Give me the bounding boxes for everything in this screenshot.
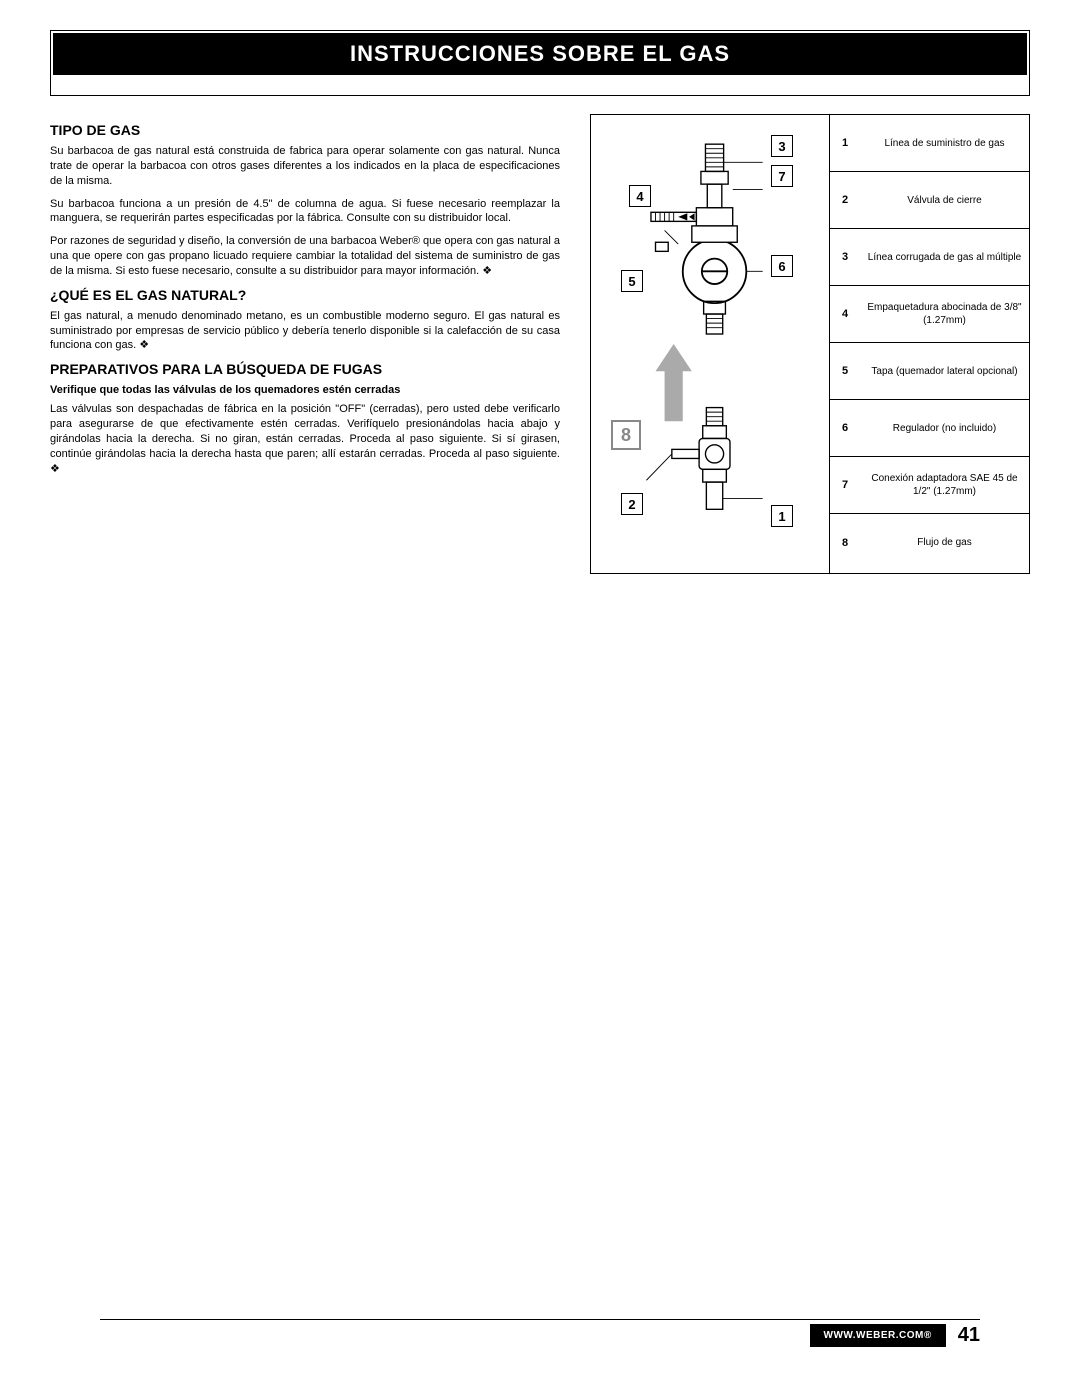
legend-text: Tapa (quemador lateral opcional) (860, 361, 1029, 382)
callout-3: 3 (771, 135, 793, 157)
callout-7: 7 (771, 165, 793, 187)
legend-row: 5Tapa (quemador lateral opcional) (830, 343, 1029, 400)
legend-text: Conexión adaptadora SAE 45 de 1/2" (1.27… (860, 468, 1029, 502)
header-wrap: INSTRUCCIONES SOBRE EL GAS (50, 30, 1030, 96)
paragraph: Las válvulas son despachadas de fábrica … (50, 402, 560, 476)
legend-num: 3 (830, 251, 860, 263)
callout-1: 1 (771, 505, 793, 527)
heading-tipo-de-gas: TIPO DE GAS (50, 122, 560, 138)
legend-text: Válvula de cierre (860, 190, 1029, 211)
paragraph: Por razones de seguridad y diseño, la co… (50, 234, 560, 279)
legend-row: 8Flujo de gas (830, 514, 1029, 571)
legend-num: 5 (830, 365, 860, 377)
legend-num: 1 (830, 137, 860, 149)
legend-text: Línea corrugada de gas al múltiple (860, 247, 1029, 268)
page-number: 41 (958, 1324, 980, 1347)
legend-num: 6 (830, 422, 860, 434)
callout-4: 4 (629, 185, 651, 207)
legend-row: 3Línea corrugada de gas al múltiple (830, 229, 1029, 286)
legend-num: 2 (830, 194, 860, 206)
legend-num: 8 (830, 537, 860, 549)
legend-text: Línea de suministro de gas (860, 133, 1029, 154)
legend-row: 4Empaquetadura abocinada de 3/8" (1.27mm… (830, 286, 1029, 343)
legend-text: Flujo de gas (860, 532, 1029, 553)
paragraph: Su barbacoa de gas natural está construi… (50, 144, 560, 189)
callout-8: 8 (611, 420, 641, 450)
legend-row: 6Regulador (no incluido) (830, 400, 1029, 457)
page-header: INSTRUCCIONES SOBRE EL GAS (53, 33, 1027, 75)
legend-num: 7 (830, 479, 860, 491)
paragraph: Su barbacoa funciona a un presión de 4.5… (50, 197, 560, 227)
legend-num: 4 (830, 308, 860, 320)
left-column: TIPO DE GAS Su barbacoa de gas natural e… (50, 114, 570, 574)
content-area: TIPO DE GAS Su barbacoa de gas natural e… (50, 114, 1030, 574)
callout-5: 5 (621, 270, 643, 292)
diagram-box: 3 7 4 6 5 8 2 1 1Línea de suministro de … (590, 114, 1030, 574)
paragraph: El gas natural, a menudo denominado meta… (50, 309, 560, 354)
footer-url: WWW.WEBER.COM® (810, 1324, 946, 1347)
subheading-verifique: Verifique que todas las válvulas de los … (50, 383, 560, 398)
diagram-area: 3 7 4 6 5 8 2 1 (591, 115, 829, 573)
heading-que-es-gas-natural: ¿QUÉ ES EL GAS NATURAL? (50, 287, 560, 303)
legend-row: 1Línea de suministro de gas (830, 115, 1029, 172)
right-column: 3 7 4 6 5 8 2 1 1Línea de suministro de … (590, 114, 1030, 574)
heading-preparativos: PREPARATIVOS PARA LA BÚSQUEDA DE FUGAS (50, 361, 560, 377)
legend-row: 7Conexión adaptadora SAE 45 de 1/2" (1.2… (830, 457, 1029, 514)
callout-2: 2 (621, 493, 643, 515)
page-footer: WWW.WEBER.COM® 41 (100, 1319, 980, 1347)
legend-text: Regulador (no incluido) (860, 418, 1029, 439)
legend-table: 1Línea de suministro de gas 2Válvula de … (829, 115, 1029, 573)
legend-row: 2Válvula de cierre (830, 172, 1029, 229)
page-container: INSTRUCCIONES SOBRE EL GAS TIPO DE GAS S… (50, 30, 1030, 1367)
legend-text: Empaquetadura abocinada de 3/8" (1.27mm) (860, 297, 1029, 331)
callout-6: 6 (771, 255, 793, 277)
